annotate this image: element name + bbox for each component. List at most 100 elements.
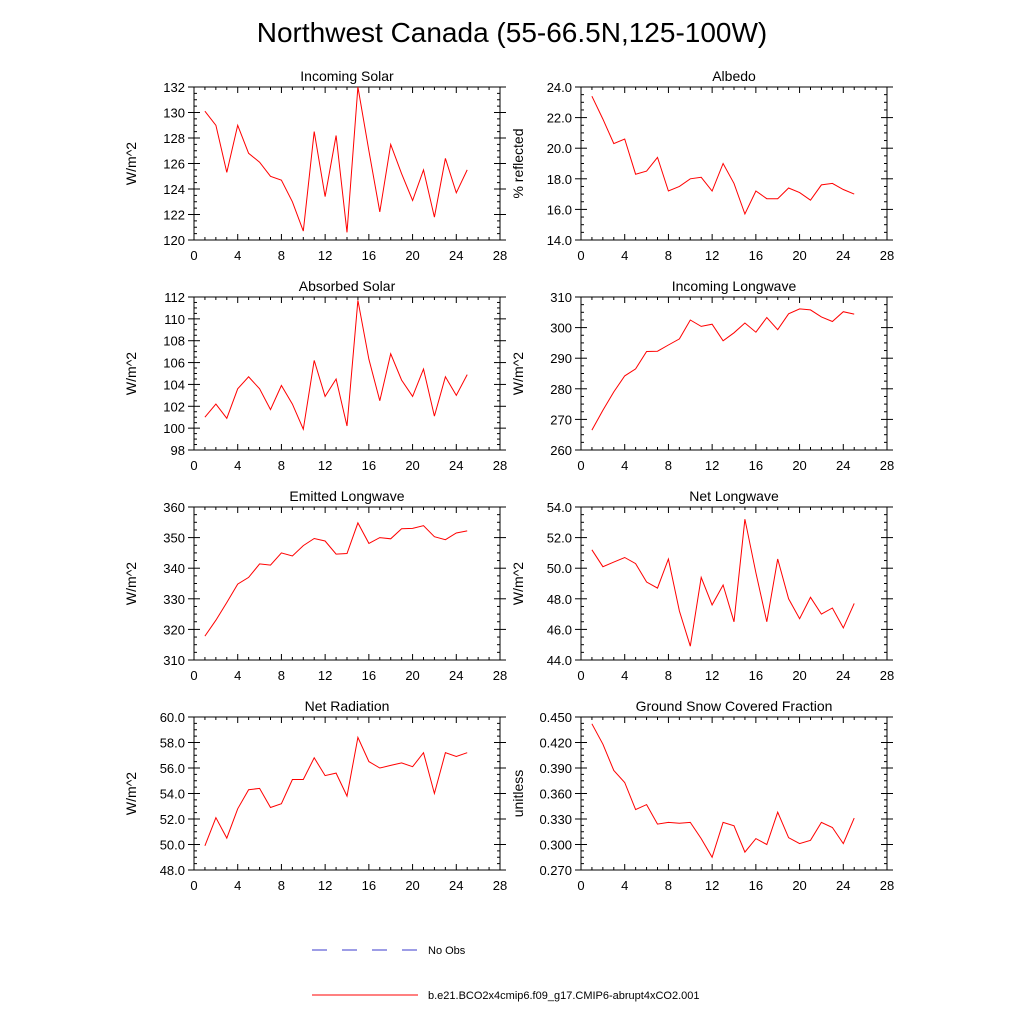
chart-panel: Net Radiation W/m^2 0 4 8 12 16 20 24 28 48.0 50.0 5… (123, 698, 507, 893)
chart-title: Albedo (712, 68, 756, 84)
plot-frame (193, 506, 501, 661)
y-axis-label: W/m^2 (510, 562, 526, 605)
y-tick-label: 0.360 (539, 787, 572, 802)
y-axis-label: W/m^2 (123, 142, 139, 185)
x-tick-label: 20 (405, 668, 419, 683)
y-tick-label: 48.0 (160, 863, 185, 878)
chart-panel: Albedo % reflected 0 4 8 12 16 20 24 28 14.0 16.0 18… (510, 68, 894, 263)
series-line (591, 95, 855, 216)
chart-panel: Net Longwave W/m^2 0 4 8 12 16 20 24 28 44.0 46.0 48… (510, 488, 894, 683)
y-axis-label: W/m^2 (123, 562, 139, 605)
y-axis-label: W/m^2 (123, 772, 139, 815)
y-tick-label: 130 (163, 106, 185, 121)
chart-panel: Absorbed Solar W/m^2 0 4 8 12 16 20 24 28 98 100 102… (123, 278, 507, 473)
y-tick-label: 0.330 (539, 812, 572, 827)
x-tick-label: 24 (836, 878, 850, 893)
x-tick-label: 16 (749, 248, 763, 263)
y-tick-label: 270 (550, 412, 572, 427)
series-line (204, 300, 468, 431)
x-tick-label: 0 (190, 878, 197, 893)
x-tick-label: 0 (577, 668, 584, 683)
chart-panel: Emitted Longwave W/m^2 0 4 8 12 16 20 24 28 310 320… (123, 488, 507, 683)
plot-frame (580, 716, 888, 871)
x-tick-label: 8 (665, 878, 672, 893)
y-tick-label: 0.270 (539, 863, 572, 878)
y-axis-label: W/m^2 (510, 352, 526, 395)
x-tick-label: 0 (577, 878, 584, 893)
plot-frame (193, 86, 501, 241)
y-tick-label: 48.0 (547, 592, 572, 607)
x-tick-label: 16 (362, 458, 376, 473)
x-tick-label: 8 (278, 878, 285, 893)
x-tick-label: 16 (362, 248, 376, 263)
x-tick-label: 4 (621, 878, 628, 893)
y-tick-label: 340 (163, 561, 185, 576)
y-tick-label: 60.0 (160, 710, 185, 725)
y-tick-label: 290 (550, 351, 572, 366)
x-tick-label: 8 (665, 458, 672, 473)
chart-title: Net Longwave (689, 488, 779, 504)
y-tick-label: 124 (163, 182, 185, 197)
x-tick-label: 8 (278, 248, 285, 263)
y-tick-label: 46.0 (547, 622, 572, 637)
legend: No Obs b.e21.BCO2x4cmip6.f09_g17.CMIP6-a… (312, 945, 700, 1002)
y-tick-label: 108 (163, 334, 185, 349)
x-tick-label: 16 (362, 668, 376, 683)
y-tick-label: 112 (164, 290, 185, 305)
legend-no-obs-label: No Obs (428, 945, 466, 957)
x-tick-label: 24 (836, 458, 850, 473)
y-tick-label: 330 (163, 592, 185, 607)
y-tick-label: 0.420 (539, 736, 572, 751)
y-axis-label: W/m^2 (123, 352, 139, 395)
x-tick-label: 24 (449, 458, 463, 473)
x-tick-label: 4 (234, 878, 241, 893)
chart-title: Ground Snow Covered Fraction (636, 698, 833, 714)
y-tick-label: 56.0 (160, 761, 185, 776)
x-tick-label: 12 (318, 668, 332, 683)
chart-panel: Ground Snow Covered Fraction unitless 0 4 8 1… (510, 698, 894, 893)
x-tick-label: 12 (318, 458, 332, 473)
x-tick-label: 28 (880, 458, 894, 473)
x-tick-label: 16 (749, 878, 763, 893)
x-tick-label: 8 (665, 248, 672, 263)
x-tick-label: 8 (278, 458, 285, 473)
x-tick-label: 24 (449, 248, 463, 263)
x-tick-label: 24 (449, 878, 463, 893)
y-tick-label: 102 (163, 399, 185, 414)
x-tick-label: 28 (880, 248, 894, 263)
x-tick-label: 20 (405, 248, 419, 263)
y-tick-label: 50.0 (547, 561, 572, 576)
y-tick-label: 0.300 (539, 838, 572, 853)
y-tick-label: 52.0 (547, 531, 572, 546)
y-tick-label: 128 (163, 131, 185, 146)
x-tick-label: 20 (405, 878, 419, 893)
y-tick-label: 16.0 (547, 202, 572, 217)
y-tick-label: 24.0 (547, 80, 572, 95)
y-tick-label: 300 (550, 321, 572, 336)
x-tick-label: 20 (792, 668, 806, 683)
x-tick-label: 4 (621, 458, 628, 473)
x-tick-label: 0 (190, 458, 197, 473)
x-tick-label: 28 (880, 668, 894, 683)
y-tick-label: 260 (550, 443, 572, 458)
chart-title: Absorbed Solar (299, 278, 396, 294)
series-line (591, 723, 855, 859)
x-tick-label: 12 (705, 458, 719, 473)
plot-frame (580, 296, 888, 451)
y-axis-label: unitless (510, 770, 526, 817)
x-tick-label: 0 (190, 668, 197, 683)
y-tick-label: 350 (163, 531, 185, 546)
y-tick-label: 22.0 (547, 111, 572, 126)
x-tick-label: 20 (792, 248, 806, 263)
y-tick-label: 132 (163, 80, 185, 95)
x-tick-label: 16 (749, 668, 763, 683)
series-line (591, 308, 855, 431)
x-tick-label: 0 (190, 248, 197, 263)
x-tick-label: 8 (278, 668, 285, 683)
y-tick-label: 110 (164, 312, 185, 327)
x-tick-label: 20 (792, 878, 806, 893)
x-tick-label: 0 (577, 458, 584, 473)
y-tick-label: 106 (163, 356, 185, 371)
x-tick-label: 20 (405, 458, 419, 473)
